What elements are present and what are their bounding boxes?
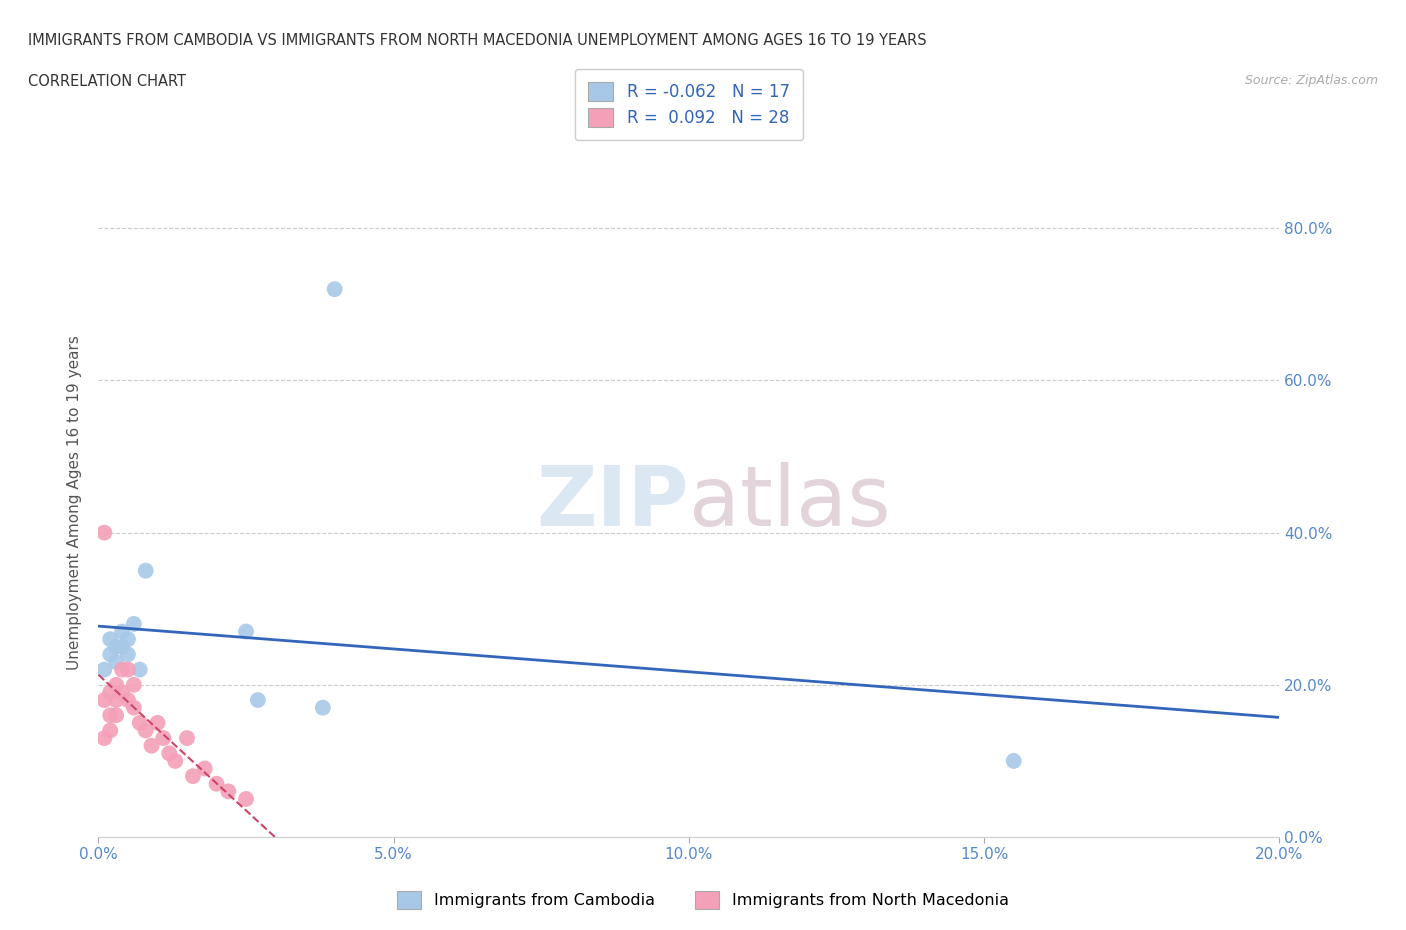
Point: [246, 693, 269, 708]
Point: [217, 784, 239, 799]
Point: [205, 777, 228, 791]
Point: [141, 738, 163, 753]
Text: atlas: atlas: [689, 461, 890, 543]
Point: [1002, 753, 1025, 768]
Point: [194, 761, 217, 776]
Point: [157, 746, 180, 761]
Point: [128, 662, 150, 677]
Point: [93, 525, 115, 540]
Point: [98, 631, 121, 646]
Point: [111, 685, 134, 700]
Point: [93, 731, 115, 746]
Point: [111, 662, 134, 677]
Point: [111, 624, 134, 639]
Point: [135, 723, 157, 737]
Point: [122, 617, 145, 631]
Point: [165, 753, 187, 768]
Point: [117, 693, 139, 708]
Point: [146, 715, 169, 730]
Point: [235, 624, 257, 639]
Point: [105, 655, 128, 670]
Point: [312, 700, 335, 715]
Point: [105, 677, 128, 692]
Text: ZIP: ZIP: [537, 461, 689, 543]
Legend: Immigrants from Cambodia, Immigrants from North Macedonia: Immigrants from Cambodia, Immigrants fro…: [389, 883, 1017, 917]
Point: [98, 708, 121, 723]
Point: [98, 647, 121, 662]
Point: [235, 791, 257, 806]
Point: [323, 282, 346, 297]
Y-axis label: Unemployment Among Ages 16 to 19 years: Unemployment Among Ages 16 to 19 years: [67, 335, 83, 670]
Point: [122, 700, 145, 715]
Point: [105, 708, 128, 723]
Point: [122, 677, 145, 692]
Point: [105, 693, 128, 708]
Point: [93, 693, 115, 708]
Point: [98, 685, 121, 700]
Point: [111, 639, 134, 654]
Point: [93, 662, 115, 677]
Point: [98, 723, 121, 737]
Point: [117, 662, 139, 677]
Point: [176, 731, 198, 746]
Text: IMMIGRANTS FROM CAMBODIA VS IMMIGRANTS FROM NORTH MACEDONIA UNEMPLOYMENT AMONG A: IMMIGRANTS FROM CAMBODIA VS IMMIGRANTS F…: [28, 33, 927, 47]
Point: [181, 769, 204, 784]
Point: [152, 731, 174, 746]
Text: Source: ZipAtlas.com: Source: ZipAtlas.com: [1244, 74, 1378, 87]
Point: [117, 631, 139, 646]
Point: [128, 715, 150, 730]
Point: [117, 647, 139, 662]
Point: [105, 639, 128, 654]
Point: [135, 564, 157, 578]
Legend: R = -0.062   N = 17, R =  0.092   N = 28: R = -0.062 N = 17, R = 0.092 N = 28: [575, 69, 803, 140]
Text: CORRELATION CHART: CORRELATION CHART: [28, 74, 186, 89]
